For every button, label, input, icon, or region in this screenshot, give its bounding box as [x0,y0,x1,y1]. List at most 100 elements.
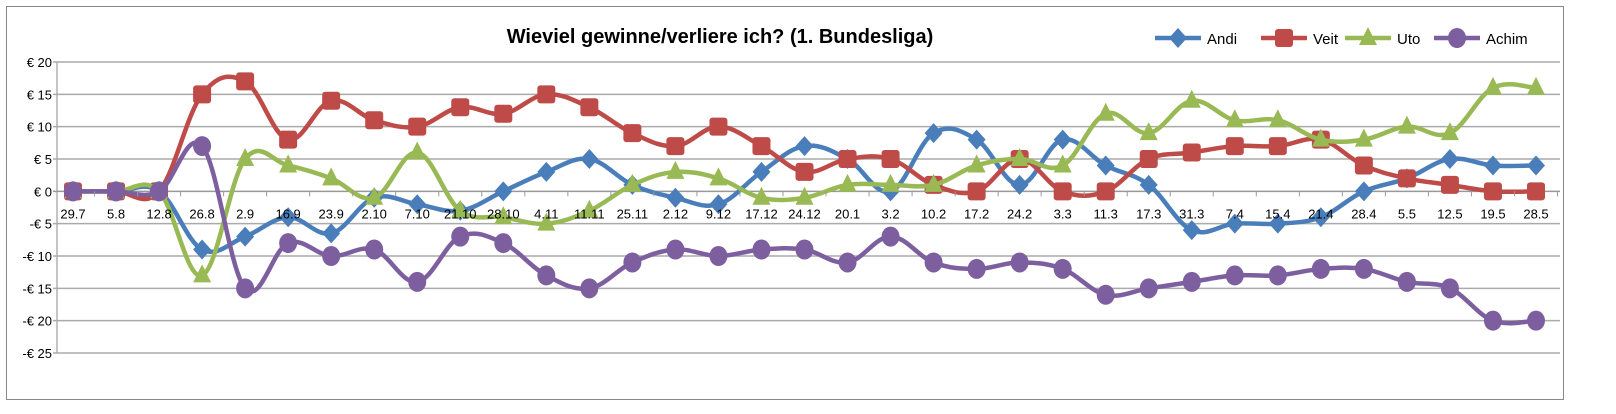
data-point-triangle [1268,109,1287,128]
data-point-circle [924,252,943,273]
data-point-circle [881,226,900,247]
y-tick-label: -€ 5 [30,217,52,232]
data-point-triangle [795,186,814,205]
x-tick-label: 19.5 [1480,206,1505,221]
data-point-triangle [1053,154,1072,173]
data-point-diamond [322,223,341,244]
data-point-circle [967,258,986,279]
data-point-diamond [709,194,728,215]
data-point-triangle [537,212,556,231]
x-tick-label: 2.12 [663,206,688,221]
data-point-circle [1182,271,1201,292]
x-tick-label: 24.2 [1007,206,1032,221]
y-tick-label: € 15 [27,87,52,102]
data-point-circle [279,233,298,254]
legend-label: Uto [1397,31,1420,48]
data-point-square [193,85,212,104]
x-tick-label: 29.7 [60,206,85,221]
x-tick-label: 3.2 [882,206,900,221]
data-point-square [1397,169,1416,188]
x-tick-label: 21.4 [1308,206,1333,221]
data-point-circle [150,181,169,202]
data-point-triangle [838,173,857,192]
x-tick-label: 26.8 [189,206,214,221]
data-point-square [1268,137,1287,156]
data-point-triangle [967,154,986,173]
data-point-triangle [1483,76,1502,95]
data-point-square [322,91,341,110]
legend-label: Achim [1486,31,1528,48]
data-point-circle [1483,310,1502,331]
data-point-square [408,117,427,136]
chart-frame [6,6,1564,400]
data-point-square [1483,182,1502,201]
data-point-square [967,182,986,201]
data-point-circle [1096,284,1115,305]
data-point-triangle [1182,89,1201,108]
data-point-circle [1311,258,1330,279]
chart-title: Wieviel gewinne/verliere ich? (1. Bundes… [507,26,934,48]
data-point-triangle [709,167,728,186]
x-tick-label: 2.10 [362,206,387,221]
x-tick-label: 5.5 [1398,206,1416,221]
data-point-diamond [967,129,986,150]
x-tick-label: 10.2 [921,206,946,221]
data-point-circle [623,252,642,273]
data-point-circle [322,246,341,266]
series-achim [64,136,1545,331]
data-point-triangle [623,173,642,192]
data-point-square [1527,182,1545,201]
data-point-triangle [1397,115,1416,134]
data-point-circle [236,278,255,299]
data-point-square [623,124,642,143]
data-point-diamond [1268,213,1287,234]
data-point-circle [795,239,814,260]
y-tick-label: -€ 25 [22,346,52,361]
data-point-square [795,162,814,181]
data-point-diamond [580,149,599,169]
data-point-diamond [1096,155,1115,176]
data-point-diamond [1354,181,1373,202]
data-point-diamond [1440,149,1459,169]
data-point-square [838,150,857,168]
data-point-triangle [1527,76,1545,95]
x-tick-label: 3.3 [1054,206,1072,221]
x-tick-label: 17.3 [1136,206,1161,221]
data-point-triangle [924,173,943,192]
legend-item-achim: Achim [1434,28,1528,48]
data-point-triangle [494,206,513,225]
data-point-square [451,98,470,117]
data-point-circle [64,181,82,202]
data-point-diamond [1053,129,1072,150]
data-point-circle [752,239,771,260]
x-tick-label: 28.4 [1351,206,1376,221]
data-point-triangle [365,186,384,205]
data-point-circle [1397,271,1416,292]
x-tick-label: 16.9 [275,206,300,221]
data-point-diamond [408,194,427,215]
data-point-diamond [666,187,685,208]
data-point-diamond [1182,220,1201,241]
series-uto [64,76,1545,283]
x-tick-label: 11.3 [1094,206,1118,221]
legend-item-andi: Andi [1155,28,1237,48]
data-point-circle [1440,278,1459,299]
data-point-circle [580,278,599,299]
data-point-triangle [1354,128,1373,147]
data-point-square [494,104,513,123]
x-tick-label: 23.9 [319,206,344,221]
x-tick-label: 28.10 [487,206,520,221]
data-point-square [1182,143,1201,162]
data-point-circle [193,136,212,157]
data-point-circle [1268,265,1287,286]
data-point-diamond [1483,155,1502,176]
x-tick-label: 21.10 [444,206,477,221]
data-point-square [709,117,728,136]
data-point-triangle [1311,128,1330,147]
data-point-circle [666,239,685,260]
data-point-diamond [1010,174,1029,195]
data-point-diamond [1139,174,1158,195]
x-tick-label: 7.10 [405,206,430,221]
legend-label: Veit [1313,31,1339,48]
data-point-square [1440,175,1459,194]
